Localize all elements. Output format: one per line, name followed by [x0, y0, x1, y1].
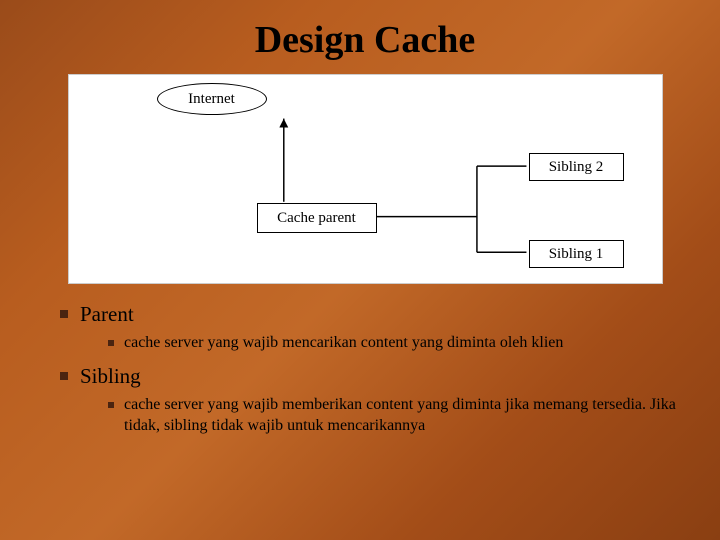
- node-sibling2: Sibling 2: [529, 153, 624, 181]
- node-label: Cache parent: [277, 210, 356, 227]
- node-label: Sibling 2: [549, 159, 604, 176]
- list-item: cache server yang wajib mencarikan conte…: [108, 333, 680, 354]
- list-item: cache server yang wajib memberikan conte…: [108, 395, 680, 437]
- bullet-icon: [60, 372, 68, 380]
- bullet-icon: [108, 402, 114, 408]
- slide: Design Cache Internet Cache parent: [0, 0, 720, 540]
- bullet-icon: [108, 340, 114, 346]
- list-item: Sibling: [60, 364, 680, 389]
- bullet-label: Parent: [80, 302, 134, 327]
- node-label: Internet: [188, 91, 235, 108]
- bullet-text: cache server yang wajib mencarikan conte…: [124, 333, 563, 354]
- cache-diagram: Internet Cache parent Sibling 2 Sibling …: [68, 74, 663, 284]
- node-internet: Internet: [157, 83, 267, 115]
- bullet-list: Parent cache server yang wajib mencarika…: [50, 302, 680, 436]
- bullet-label: Sibling: [80, 364, 141, 389]
- node-sibling1: Sibling 1: [529, 240, 624, 268]
- list-item: Parent: [60, 302, 680, 327]
- node-cache-parent: Cache parent: [257, 203, 377, 233]
- page-title: Design Cache: [50, 18, 680, 62]
- bullet-icon: [60, 310, 68, 318]
- bullet-text: cache server yang wajib memberikan conte…: [124, 395, 680, 437]
- node-label: Sibling 1: [549, 246, 604, 263]
